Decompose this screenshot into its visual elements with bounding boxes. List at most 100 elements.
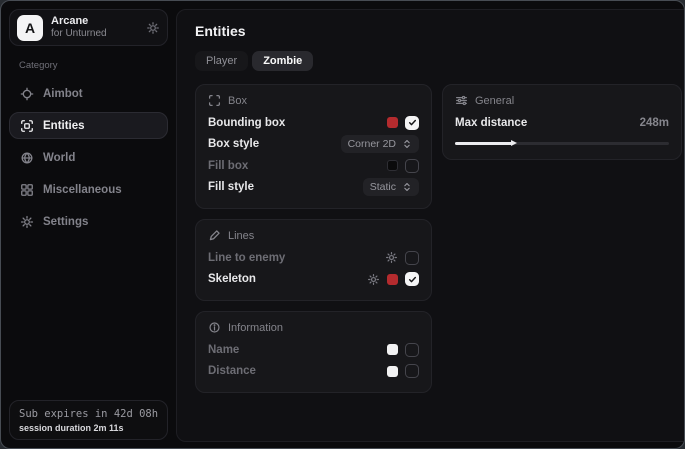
tab-zombie[interactable]: Zombie	[252, 51, 314, 71]
left-column: Box Bounding box Box style	[195, 84, 432, 393]
color-swatch[interactable]	[387, 117, 398, 129]
lines-section-header: Lines	[208, 229, 419, 242]
color-swatch[interactable]	[387, 273, 398, 285]
setting-label: Max distance	[455, 116, 528, 129]
general-section-header: General	[455, 94, 669, 107]
slider-value: 248m	[639, 116, 669, 129]
row-controls	[387, 158, 419, 173]
information-section-header: Information	[208, 321, 419, 334]
setting-label: Bounding box	[208, 116, 286, 129]
setting-label: Skeleton	[208, 273, 256, 286]
chevrons-up-down-icon	[402, 182, 412, 192]
app-header: A Arcane for Unturned	[9, 9, 168, 46]
sidebar-spacer	[9, 235, 168, 400]
page-title: Entities	[195, 23, 246, 39]
sidebar-item-label: Settings	[43, 215, 89, 228]
sidebar-item-aimbot[interactable]: Aimbot	[9, 80, 168, 107]
lines-section-card: Lines Line to enemy	[195, 219, 432, 301]
slider-fill	[455, 142, 513, 145]
globe-icon	[20, 151, 34, 165]
checkbox[interactable]	[405, 158, 419, 173]
row-controls	[387, 115, 419, 130]
setting-label: Distance	[208, 365, 256, 378]
setting-label: Fill style	[208, 181, 255, 194]
entity-scan-icon	[20, 119, 34, 133]
subscription-card: Sub expires in 42d 08h session duration …	[9, 400, 168, 440]
setting-row-line-to-enemy: Line to enemy	[208, 247, 419, 269]
scan-corners-icon	[208, 94, 221, 107]
setting-label: Name	[208, 343, 240, 356]
setting-label: Fill box	[208, 159, 249, 172]
category-label: Category	[19, 60, 58, 71]
sidebar-item-entities[interactable]: Entities	[9, 112, 168, 139]
chevrons-up-down-icon	[402, 139, 412, 149]
sidebar-item-label: Aimbot	[43, 87, 83, 100]
box-style-dropdown[interactable]: Corner 2D	[340, 135, 419, 154]
setting-row-box-style: Box style Corner 2D	[208, 134, 419, 156]
tab-bar: Player Zombie	[195, 51, 682, 71]
sidebar-item-label: Miscellaneous	[43, 183, 122, 196]
row-controls	[387, 342, 419, 357]
sidebar-item-world[interactable]: World	[9, 144, 168, 171]
sliders-icon	[455, 94, 468, 107]
setting-row-bounding-box: Bounding box	[208, 112, 419, 134]
information-section-card: Information Name Distance	[195, 311, 432, 393]
checkbox[interactable]	[405, 272, 419, 287]
max-distance-slider[interactable]	[455, 139, 669, 149]
setting-label: Box style	[208, 138, 260, 151]
sidebar-item-label: Entities	[43, 119, 85, 132]
setting-row-name: Name	[208, 339, 419, 361]
checkbox[interactable]	[405, 342, 419, 357]
checkbox[interactable]	[405, 364, 419, 379]
sidebar: A Arcane for Unturned Category A	[1, 1, 176, 448]
gear-icon	[20, 215, 34, 229]
sub-expires-text: Sub expires in 42d 08h	[19, 408, 159, 420]
sidebar-item-miscellaneous[interactable]: Miscellaneous	[9, 176, 168, 203]
main-panel: Entities Player Zombie Box	[176, 9, 684, 442]
color-swatch[interactable]	[387, 160, 398, 172]
row-controls	[385, 250, 419, 265]
app-meta: Arcane for Unturned	[51, 15, 107, 39]
setting-row-fill-box: Fill box	[208, 155, 419, 177]
setting-row-fill-style: Fill style Static	[208, 177, 419, 199]
general-section-card: General Max distance 248m	[442, 84, 682, 160]
row-controls	[367, 272, 419, 287]
gear-icon[interactable]	[146, 21, 160, 35]
grid-icon	[20, 183, 34, 197]
color-swatch[interactable]	[387, 344, 398, 356]
sidebar-item-label: World	[43, 151, 76, 164]
gear-icon[interactable]	[367, 273, 380, 286]
checkbox[interactable]	[405, 250, 419, 265]
gear-icon[interactable]	[385, 251, 398, 264]
tab-player[interactable]: Player	[195, 51, 249, 71]
pencil-icon	[208, 229, 221, 242]
section-title: General	[475, 94, 515, 107]
sidebar-nav: Aimbot Entities World	[9, 75, 168, 235]
right-column: General Max distance 248m	[442, 84, 682, 160]
setting-label: Line to enemy	[208, 251, 286, 264]
app-name: Arcane	[51, 15, 89, 28]
slider-track	[455, 142, 669, 145]
crosshair-icon	[20, 87, 34, 101]
session-duration-text: session duration 2m 11s	[19, 423, 124, 433]
setting-row-distance: Distance	[208, 361, 419, 383]
color-swatch[interactable]	[387, 365, 398, 377]
fill-style-dropdown[interactable]: Static	[362, 178, 419, 197]
dropdown-value: Corner 2D	[347, 138, 396, 151]
section-title: Lines	[228, 229, 255, 242]
info-icon	[208, 321, 221, 334]
checkbox[interactable]	[405, 115, 419, 130]
section-title: Box	[228, 94, 247, 107]
setting-row-max-distance: Max distance 248m	[455, 112, 669, 134]
box-section-card: Box Bounding box Box style	[195, 84, 432, 209]
setting-row-skeleton: Skeleton	[208, 269, 419, 291]
box-section-header: Box	[208, 94, 419, 107]
section-title: Information	[228, 321, 284, 334]
dropdown-value: Static	[369, 181, 396, 194]
sidebar-item-settings[interactable]: Settings	[9, 208, 168, 235]
app-logo: A	[17, 14, 43, 41]
row-controls	[387, 364, 419, 379]
slider-thumb[interactable]	[510, 140, 517, 146]
app-subtitle: for Unturned	[51, 28, 107, 40]
